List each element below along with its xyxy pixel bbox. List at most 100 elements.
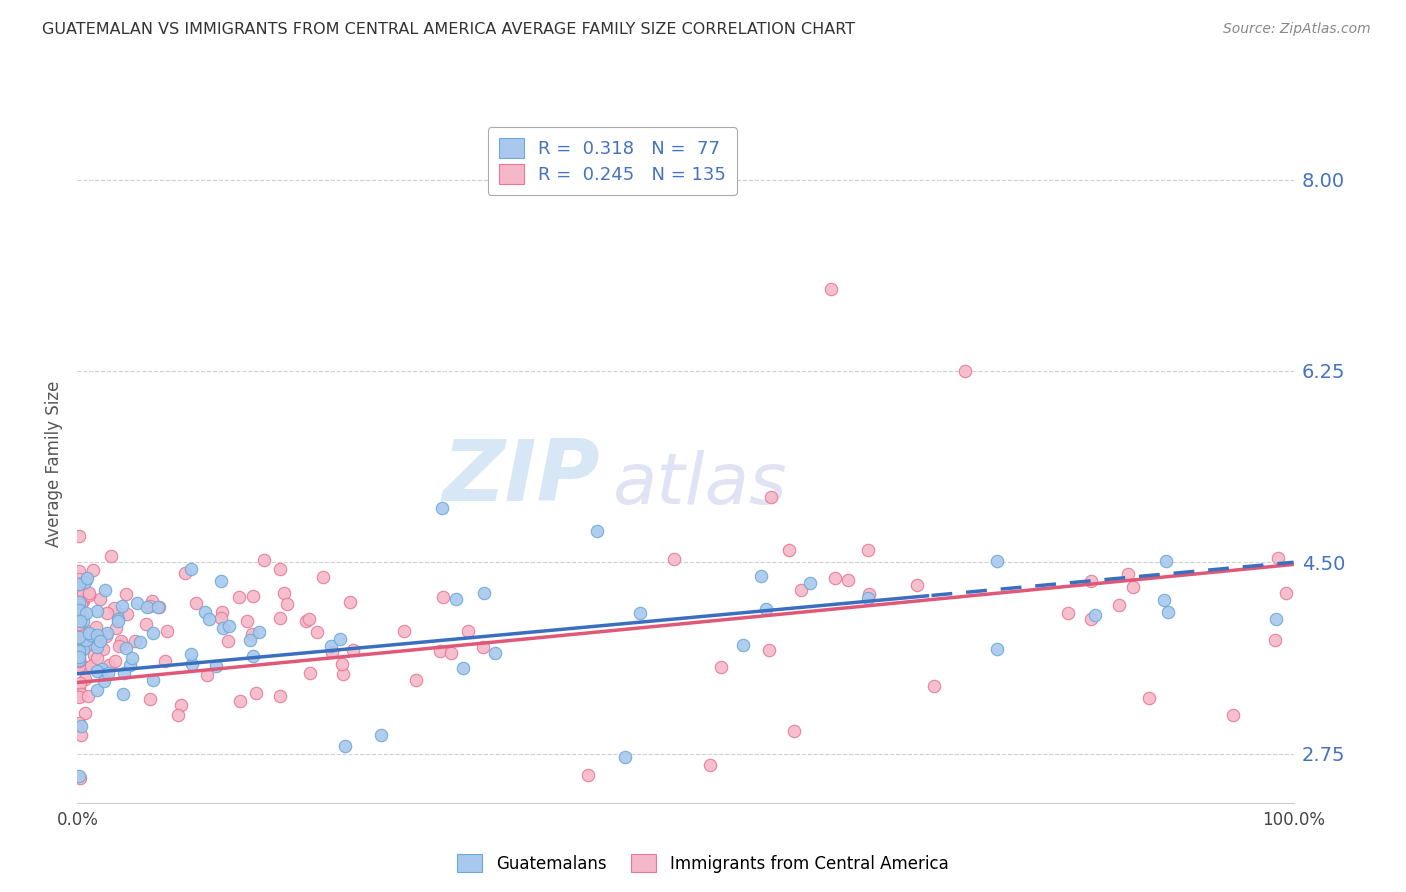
Point: [1080, 574, 1102, 588]
Point: [104, 654, 127, 668]
Point: [180, 561, 202, 575]
Point: [125, 596, 148, 610]
Point: [759, 490, 782, 504]
Point: [856, 591, 879, 606]
Point: [1080, 612, 1102, 626]
Point: [245, 686, 267, 700]
Point: [1122, 580, 1144, 594]
Point: [295, 614, 318, 628]
Point: [73, 622, 96, 636]
Y-axis label: Average Family Size: Average Family Size: [45, 381, 63, 547]
Point: [820, 282, 842, 296]
Point: [72, 586, 94, 600]
Point: [96, 626, 118, 640]
Point: [312, 570, 335, 584]
Point: [93, 673, 115, 688]
Point: [67, 565, 90, 579]
Point: [67, 654, 90, 668]
Point: [75, 659, 97, 673]
Point: [329, 632, 352, 646]
Point: [67, 635, 90, 649]
Point: [273, 585, 295, 599]
Point: [141, 594, 163, 608]
Point: [112, 665, 135, 680]
Point: [218, 618, 240, 632]
Point: [333, 739, 356, 753]
Point: [100, 549, 122, 563]
Point: [97, 657, 120, 672]
Point: [79, 589, 101, 603]
Point: [1222, 708, 1244, 723]
Point: [749, 569, 772, 583]
Point: [142, 626, 165, 640]
Point: [922, 679, 945, 693]
Point: [194, 605, 217, 619]
Point: [67, 573, 90, 587]
Point: [276, 598, 298, 612]
Point: [209, 611, 232, 625]
Point: [79, 586, 101, 600]
Point: [114, 640, 136, 655]
Point: [247, 624, 270, 639]
Point: [430, 500, 453, 515]
Point: [97, 665, 120, 680]
Point: [67, 690, 90, 704]
Point: [67, 681, 90, 695]
Point: [242, 590, 264, 604]
Point: [111, 687, 134, 701]
Point: [76, 637, 98, 651]
Point: [342, 642, 364, 657]
Point: [86, 665, 108, 679]
Point: [305, 625, 328, 640]
Point: [269, 611, 291, 625]
Point: [135, 617, 157, 632]
Point: [180, 648, 202, 662]
Point: [1153, 593, 1175, 607]
Point: [240, 627, 263, 641]
Point: [67, 652, 90, 666]
Point: [86, 604, 108, 618]
Point: [72, 614, 94, 628]
Point: [73, 706, 96, 720]
Point: [67, 660, 90, 674]
Point: [67, 572, 90, 586]
Point: [129, 635, 152, 649]
Legend: R =  0.318   N =  77, R =  0.245   N = 135: R = 0.318 N = 77, R = 0.245 N = 135: [488, 128, 737, 194]
Point: [1139, 690, 1161, 705]
Point: [121, 651, 143, 665]
Point: [321, 645, 343, 659]
Point: [1275, 586, 1298, 600]
Point: [1057, 606, 1080, 620]
Point: [83, 648, 105, 663]
Point: [77, 625, 100, 640]
Point: [209, 574, 232, 588]
Point: [67, 617, 90, 632]
Point: [84, 620, 107, 634]
Point: [107, 606, 129, 620]
Point: [148, 600, 170, 615]
Point: [135, 600, 157, 615]
Point: [69, 624, 91, 638]
Point: [986, 641, 1008, 656]
Point: [69, 772, 91, 786]
Point: [67, 603, 90, 617]
Point: [153, 654, 176, 668]
Point: [758, 643, 780, 657]
Point: [75, 632, 97, 647]
Point: [211, 605, 233, 619]
Point: [1108, 599, 1130, 613]
Point: [108, 639, 131, 653]
Point: [67, 716, 90, 731]
Point: [1267, 551, 1289, 566]
Point: [80, 659, 103, 673]
Point: [73, 628, 96, 642]
Point: [67, 652, 90, 666]
Point: [67, 601, 90, 615]
Legend: Guatemalans, Immigrants from Central America: Guatemalans, Immigrants from Central Ame…: [451, 847, 955, 880]
Point: [72, 594, 94, 608]
Point: [86, 651, 108, 665]
Point: [1156, 605, 1178, 619]
Point: [75, 574, 97, 589]
Point: [76, 689, 98, 703]
Point: [72, 637, 94, 651]
